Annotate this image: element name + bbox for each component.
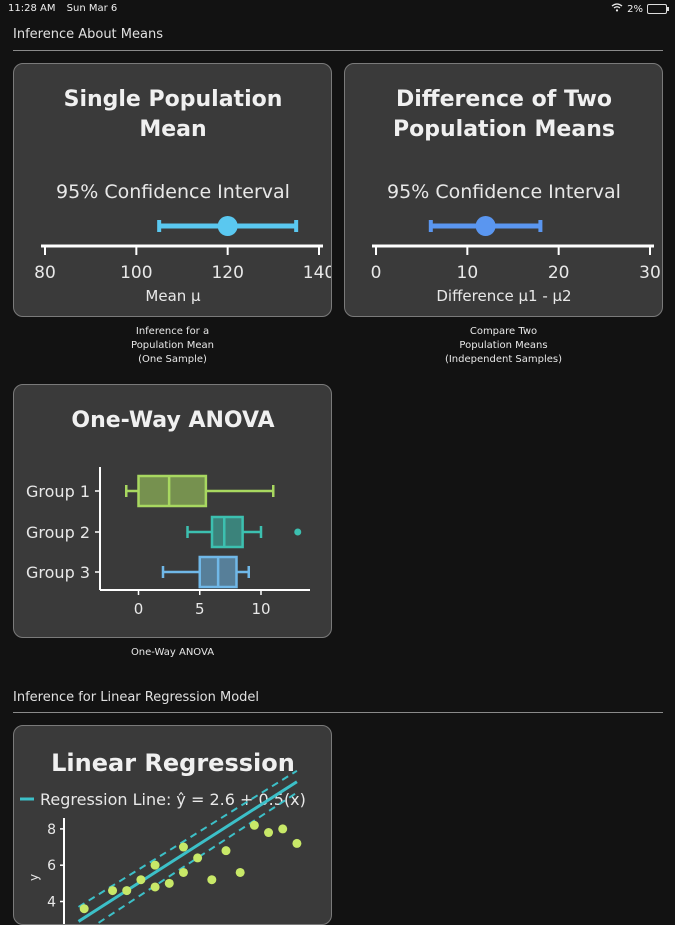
- y-tick-label: 6: [47, 858, 56, 874]
- data-point: [164, 878, 174, 888]
- x-tick-label: 0: [134, 600, 144, 618]
- x-tick-label: 140: [303, 263, 332, 283]
- caption-line: One-Way ANOVA: [130, 647, 215, 658]
- caption-line: Inference for a: [135, 326, 210, 337]
- card-difference-two-means[interactable]: Difference of Two Population Means 95% C…: [344, 63, 663, 317]
- data-point: [136, 875, 146, 885]
- status-date: Sun Mar 6: [66, 3, 118, 14]
- two-means-chart: Difference of Two Population Means 95% C…: [371, 87, 661, 305]
- data-point: [193, 853, 203, 863]
- caption-line: (Independent Samples): [444, 354, 563, 365]
- data-point: [235, 867, 245, 877]
- caption-two-means: Compare Two Population Means (Independen…: [344, 325, 663, 367]
- caption-single-mean: Inference for a Population Mean (One Sam…: [13, 325, 332, 367]
- battery-percent: 2%: [627, 3, 643, 15]
- caption-line: Compare Two: [469, 326, 538, 337]
- data-point: [249, 820, 259, 830]
- caption-line: (One Sample): [138, 354, 207, 365]
- ci-subtitle: 95% Confidence Interval: [56, 181, 290, 203]
- data-point: [178, 842, 188, 852]
- y-category-label: Group 2: [26, 523, 90, 542]
- box-iqr: [210, 515, 244, 549]
- y-category-label: Group 1: [26, 482, 90, 501]
- x-tick-label: 120: [211, 263, 243, 283]
- x-tick-label: 100: [120, 263, 152, 283]
- x-tick-label: 20: [548, 263, 570, 283]
- confidence-band-lower: [94, 791, 298, 924]
- card-title-line1: Single Population: [64, 87, 283, 112]
- data-point: [150, 882, 160, 892]
- wifi-icon: [611, 3, 623, 15]
- card-linear-regression[interactable]: Linear Regression Regression Line: ŷ = 2…: [13, 725, 332, 925]
- data-point: [108, 886, 118, 896]
- ci-point-estimate: [475, 216, 496, 236]
- card-one-way-anova[interactable]: One-Way ANOVA 0 5 10 Group 1 Group 2 Group 3: [13, 384, 332, 638]
- y-axis-label: y: [27, 874, 41, 881]
- card-title-line2: Mean: [139, 117, 206, 142]
- data-point: [221, 846, 231, 856]
- section-title-means: Inference About Means: [13, 27, 163, 42]
- legend-label: Regression Line: ŷ = 2.6 + 0.5(x): [40, 790, 306, 809]
- section-divider: [13, 712, 663, 713]
- regression-chart: Linear Regression Regression Line: ŷ = 2…: [20, 749, 306, 924]
- data-point: [150, 860, 160, 870]
- battery-charging-icon: [647, 4, 669, 14]
- section-title-regression: Inference for Linear Regression Model: [13, 690, 260, 705]
- regression-line: [77, 780, 298, 923]
- y-tick-label: 8: [47, 822, 56, 838]
- x-tick-label: 5: [195, 600, 205, 618]
- x-tick-label: 0: [371, 263, 382, 283]
- ci-subtitle: 95% Confidence Interval: [387, 181, 621, 203]
- caption-line: Population Means: [459, 340, 548, 351]
- x-tick-label: 10: [457, 263, 479, 283]
- data-point: [278, 824, 288, 834]
- y-tick-label: 4: [47, 894, 56, 910]
- x-tick-label: 10: [251, 600, 270, 618]
- outlier-point: [294, 528, 302, 536]
- axis-label: Difference μ1 - μ2: [436, 287, 571, 305]
- card-title: One-Way ANOVA: [71, 408, 274, 433]
- confidence-band-upper: [77, 769, 298, 908]
- y-category-label: Group 3: [26, 563, 90, 582]
- card-title-line2: Population Means: [393, 117, 615, 142]
- data-point: [178, 867, 188, 877]
- single-mean-chart: Single Population Mean 95% Confidence In…: [34, 87, 332, 305]
- x-tick-label: 80: [34, 263, 56, 283]
- data-point: [264, 828, 274, 838]
- caption-anova: One-Way ANOVA: [13, 646, 332, 660]
- card-title-line1: Difference of Two: [396, 87, 612, 112]
- ci-point-estimate: [217, 216, 238, 236]
- data-point: [292, 838, 302, 848]
- axis-label: Mean μ: [145, 287, 201, 305]
- data-point: [207, 875, 217, 885]
- data-point: [79, 904, 89, 914]
- box-iqr: [137, 474, 208, 508]
- card-title: Linear Regression: [51, 749, 295, 777]
- x-tick-label: 30: [639, 263, 661, 283]
- section-divider: [13, 50, 663, 51]
- anova-boxplot-chart: One-Way ANOVA 0 5 10 Group 1 Group 2 Group 3: [26, 408, 310, 618]
- caption-line: Population Mean: [131, 340, 214, 351]
- card-single-population-mean[interactable]: Single Population Mean 95% Confidence In…: [13, 63, 332, 317]
- status-time: 11:28 AM: [8, 3, 56, 14]
- status-bar: 11:28 AM Sun Mar 6 2%: [0, 0, 675, 18]
- data-point: [122, 886, 132, 896]
